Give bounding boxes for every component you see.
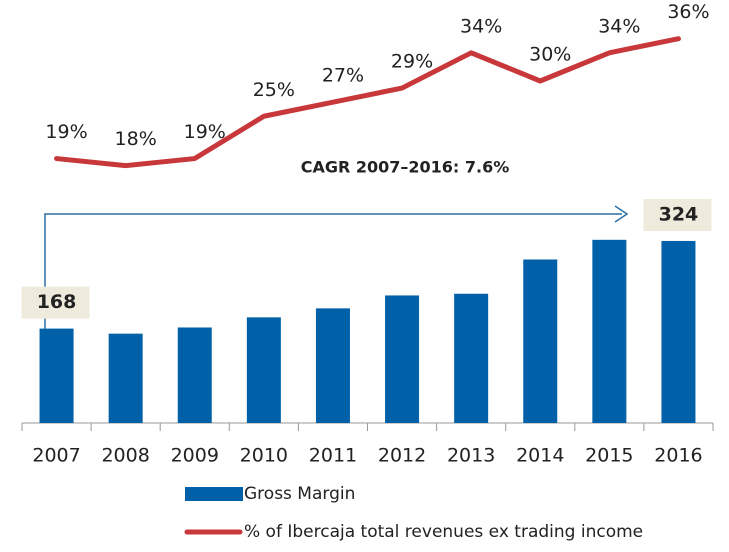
data-label: 324: [659, 203, 699, 225]
bar: [592, 239, 627, 423]
x-tick-label: 2013: [447, 445, 495, 467]
x-tick-label: 2012: [378, 445, 426, 467]
data-label: 19%: [184, 121, 226, 143]
data-label: 19%: [45, 121, 87, 143]
data-label: 25%: [253, 79, 295, 101]
annotation: CAGR 2007–2016: 7.6%: [301, 158, 510, 177]
bar: [661, 240, 696, 423]
legend-label: % of Ibercaja total revenues ex trading …: [244, 522, 643, 542]
data-label: 29%: [391, 51, 433, 73]
x-tick-label: 2007: [32, 445, 80, 467]
x-tick-label: 2014: [516, 445, 564, 467]
bar: [108, 333, 143, 423]
x-tick-label: 2011: [309, 445, 357, 467]
bar: [454, 293, 489, 423]
legend-label: Gross Margin: [244, 484, 355, 504]
x-tick-label: 2016: [654, 445, 702, 467]
bar: [315, 308, 350, 423]
label-box: [643, 198, 712, 231]
data-label: 34%: [460, 15, 502, 37]
x-tick-label: 2010: [240, 445, 288, 467]
arrow-head: [614, 205, 629, 223]
line: [54, 36, 681, 169]
bar: [523, 259, 558, 423]
data-label: 27%: [322, 65, 364, 87]
x-tick-label: 2009: [171, 445, 219, 467]
legend-swatch: [185, 487, 243, 501]
data-label: 30%: [529, 44, 571, 66]
bar: [385, 295, 420, 423]
bar: [246, 317, 281, 423]
label-box: [21, 286, 90, 319]
bar: [39, 328, 74, 423]
data-label: 18%: [115, 128, 157, 150]
x-tick-label: 2008: [101, 445, 149, 467]
bar: [177, 327, 212, 423]
data-label: 36%: [667, 1, 709, 23]
data-label: 168: [37, 291, 77, 313]
data-label: 34%: [598, 15, 640, 37]
x-tick-label: 2015: [585, 445, 633, 467]
